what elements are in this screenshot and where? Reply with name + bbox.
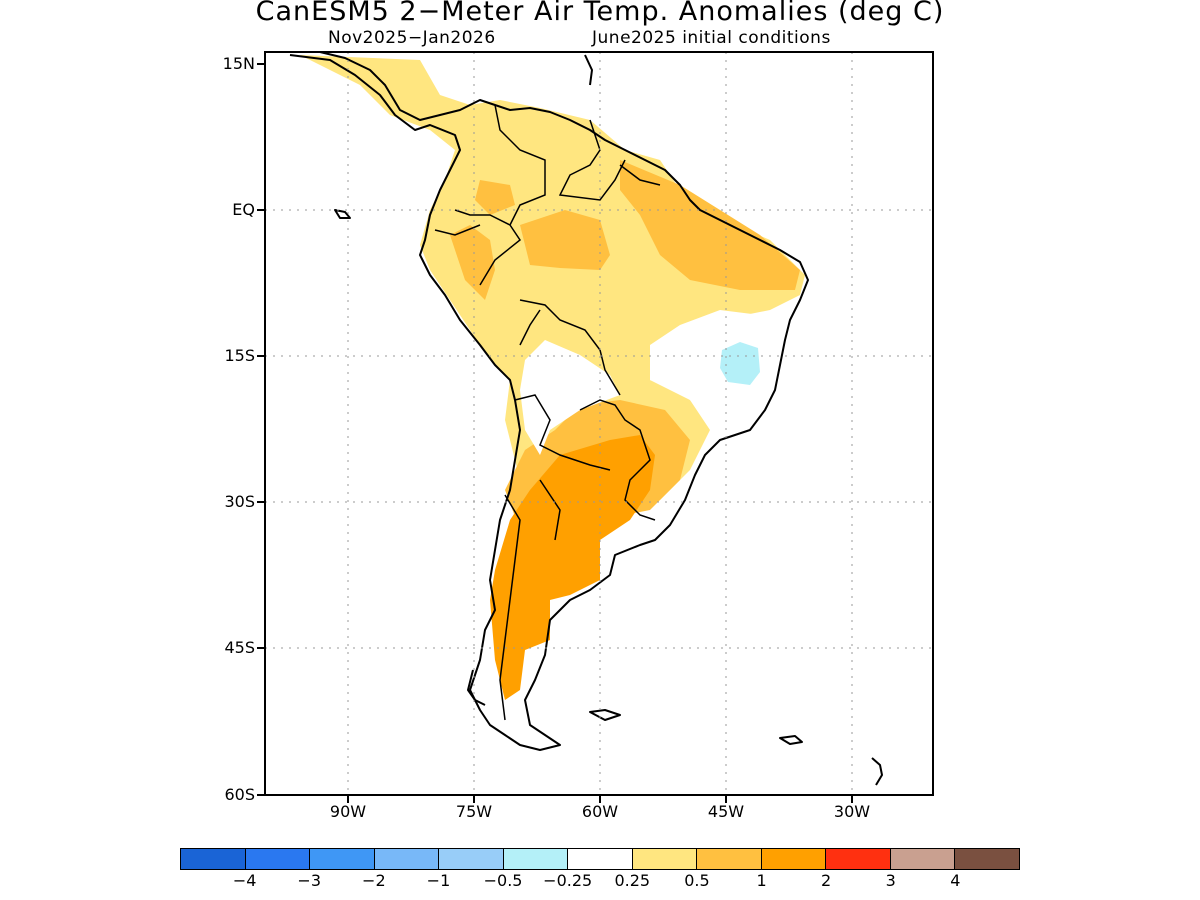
anomaly-region-neutral-east (650, 310, 770, 430)
colorbar-swatch (439, 849, 504, 869)
colorbar-swatch (632, 849, 698, 869)
colorbar-tick-label: −0.5 (483, 871, 523, 890)
colorbar-swatch (245, 849, 311, 869)
colorbar-tick-label: 3 (885, 871, 896, 890)
colorbar-tick-label: −3 (297, 871, 322, 890)
lon-label: 45W (707, 802, 745, 821)
coastline (289, 51, 883, 786)
colorbar-swatch (374, 849, 440, 869)
colorbar-tick-label: −1 (426, 871, 451, 890)
colorbar-swatch (568, 849, 633, 869)
colorbar-swatch (955, 849, 1019, 869)
colorbar-swatch (503, 849, 569, 869)
lat-label: 30S (224, 492, 255, 511)
colorbar-tick-label: 2 (821, 871, 832, 890)
lon-label: 30W (833, 802, 871, 821)
lon-label: 75W (455, 802, 493, 821)
anomaly-region-2 (490, 435, 655, 700)
anomaly-region-neutral-west (520, 340, 620, 455)
anomaly-region-1-amazon (520, 210, 610, 270)
map-frame (257, 51, 934, 803)
lat-label: 15N (222, 54, 255, 73)
colorbar-swatch (310, 849, 375, 869)
colorbar-tick-label: −2 (362, 871, 386, 890)
colorbar-tick-label: 0.5 (684, 871, 710, 890)
anomaly-region-0p5 (300, 55, 805, 520)
lon-label: 60W (581, 802, 619, 821)
colorbar-swatch (697, 849, 762, 869)
colorbar-swatch (761, 849, 827, 869)
lat-label: EQ (232, 200, 255, 219)
colorbar-tick-label: 0.25 (614, 871, 651, 890)
anomaly-region-cool (720, 342, 760, 385)
colorbar-tick-label: −4 (232, 871, 257, 890)
colorbar-tick-label: −0.25 (543, 871, 593, 890)
anomaly-region-1-north (475, 180, 515, 215)
anomaly-shading (300, 55, 805, 700)
lat-label: 45S (224, 638, 255, 657)
lat-label: 15S (224, 346, 255, 365)
colorbar-tick-label: 1 (756, 871, 767, 890)
anomaly-region-1-peru (450, 225, 495, 300)
country-borders (434, 104, 661, 721)
map-title: CanESM5 2−Meter Air Temp. Anomalies (deg… (255, 0, 945, 27)
colorbar-swatch (826, 849, 891, 869)
forecast-period: Nov2025−Jan2026 (328, 28, 496, 48)
colorbar-swatch (890, 849, 956, 869)
lon-label: 90W (329, 802, 367, 821)
colorbar (180, 848, 1020, 870)
colorbar-swatch (181, 849, 246, 869)
anomaly-region-1-east (620, 160, 800, 290)
lat-label: 60S (224, 785, 255, 804)
colorbar-tick-label: 4 (950, 871, 961, 890)
initial-conditions: June2025 initial conditions (592, 28, 831, 48)
